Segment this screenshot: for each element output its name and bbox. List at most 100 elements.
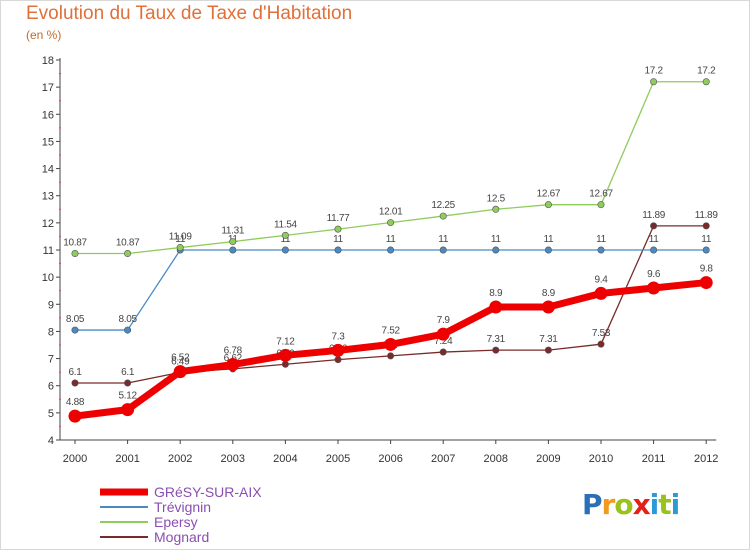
y-tick-label: 10 [42, 272, 54, 284]
y-minor-dot [59, 181, 61, 184]
data-point [124, 250, 132, 258]
chart-unit-label: (en %) [26, 28, 62, 42]
data-label: 12.5 [487, 193, 506, 204]
data-point [68, 409, 82, 423]
x-tick-label: 2003 [221, 453, 245, 465]
data-label: 9.8 [700, 264, 714, 275]
data-label: 7.53 [592, 328, 611, 339]
data-label: 11.09 [169, 232, 193, 243]
y-minor-dot [59, 344, 61, 346]
data-label: 8.05 [118, 314, 137, 325]
data-label: 10.87 [63, 238, 87, 249]
data-label: 7.31 [487, 334, 506, 345]
data-point [439, 348, 447, 356]
data-point [492, 205, 500, 213]
data-label: 5.12 [118, 391, 137, 402]
data-point [544, 246, 552, 254]
x-tick-label: 2002 [168, 453, 192, 465]
data-label: 8.9 [489, 288, 503, 299]
data-point [331, 343, 345, 357]
data-label: 6.1 [68, 367, 82, 378]
y-tick-label: 7 [48, 354, 54, 366]
legend-label: Epersy [154, 514, 198, 530]
x-tick-label: 2010 [589, 453, 613, 465]
chart-title: Evolution du Taux de Taxe d'Habitation [26, 3, 353, 24]
data-point [226, 358, 240, 372]
y-tick-label: 8 [48, 326, 54, 338]
data-label: 11.31 [221, 226, 245, 237]
data-point [387, 352, 395, 360]
data-point [387, 219, 395, 227]
data-point [334, 356, 342, 364]
data-label: 11 [281, 234, 292, 245]
y-tick-label: 15 [42, 136, 54, 148]
data-label: 8.05 [66, 314, 85, 325]
y-minor-dot [59, 289, 61, 292]
data-label: 7.9 [437, 315, 451, 326]
data-point [597, 201, 605, 209]
data-label: 7.31 [539, 334, 558, 345]
data-point [544, 201, 552, 209]
data-label: 7.12 [276, 336, 295, 347]
data-label: 11 [175, 234, 186, 245]
data-label: 10.87 [116, 238, 140, 249]
data-point [436, 327, 450, 341]
data-point [173, 365, 187, 379]
data-label: 9.6 [647, 269, 661, 280]
y-tick-label: 11 [43, 245, 54, 257]
data-point [71, 250, 79, 258]
data-label: 11 [596, 234, 607, 245]
data-label: 6.49 [171, 356, 190, 367]
data-point [544, 346, 552, 354]
data-point [121, 403, 135, 417]
data-point [492, 346, 500, 354]
y-minor-dot [59, 126, 61, 129]
data-label: 6.78 [224, 346, 243, 357]
data-point [334, 246, 342, 254]
y-minor-dot [59, 262, 61, 265]
legend-label: Trévignin [154, 499, 211, 515]
data-label: 11.77 [327, 213, 351, 224]
x-tick-label: 2011 [642, 453, 666, 465]
data-label: 7.24 [434, 336, 453, 347]
data-point [384, 337, 398, 351]
y-tick-label: 4 [48, 435, 54, 447]
y-minor-dot [59, 72, 61, 75]
data-point [647, 281, 661, 295]
data-label: 9.4 [594, 274, 608, 285]
legend-label: Mognard [154, 529, 209, 545]
x-tick-label: 2008 [484, 453, 508, 465]
data-point [650, 246, 658, 254]
y-minor-dot [59, 425, 61, 428]
data-label: 12.25 [431, 200, 455, 211]
data-label: 12.67 [589, 189, 613, 200]
data-label: 4.88 [66, 397, 85, 408]
y-tick-label: 9 [48, 299, 54, 311]
data-point [281, 360, 289, 368]
data-label: 12.67 [537, 189, 561, 200]
data-point [229, 246, 237, 254]
x-tick-label: 2005 [326, 453, 350, 465]
y-minor-dot [59, 371, 61, 374]
data-point [281, 231, 289, 239]
data-point [334, 225, 342, 233]
data-point [124, 379, 132, 387]
x-tick-label: 2001 [115, 453, 139, 465]
y-minor-dot [59, 316, 61, 319]
data-point [124, 326, 132, 334]
data-point [278, 348, 292, 362]
data-label: 12.01 [379, 207, 403, 218]
data-point [492, 246, 500, 254]
data-label: 8.9 [542, 288, 556, 299]
legend-label: GRéSY-SUR-AIX [154, 484, 262, 500]
y-minor-dot [59, 398, 61, 401]
data-point [702, 246, 710, 254]
data-label: 11.54 [274, 219, 298, 230]
x-tick-label: 2009 [536, 453, 560, 465]
data-label: 6.52 [171, 353, 190, 364]
data-point [702, 78, 710, 86]
data-point [387, 246, 395, 254]
series-line [74, 81, 707, 255]
y-minor-dot [59, 154, 61, 156]
